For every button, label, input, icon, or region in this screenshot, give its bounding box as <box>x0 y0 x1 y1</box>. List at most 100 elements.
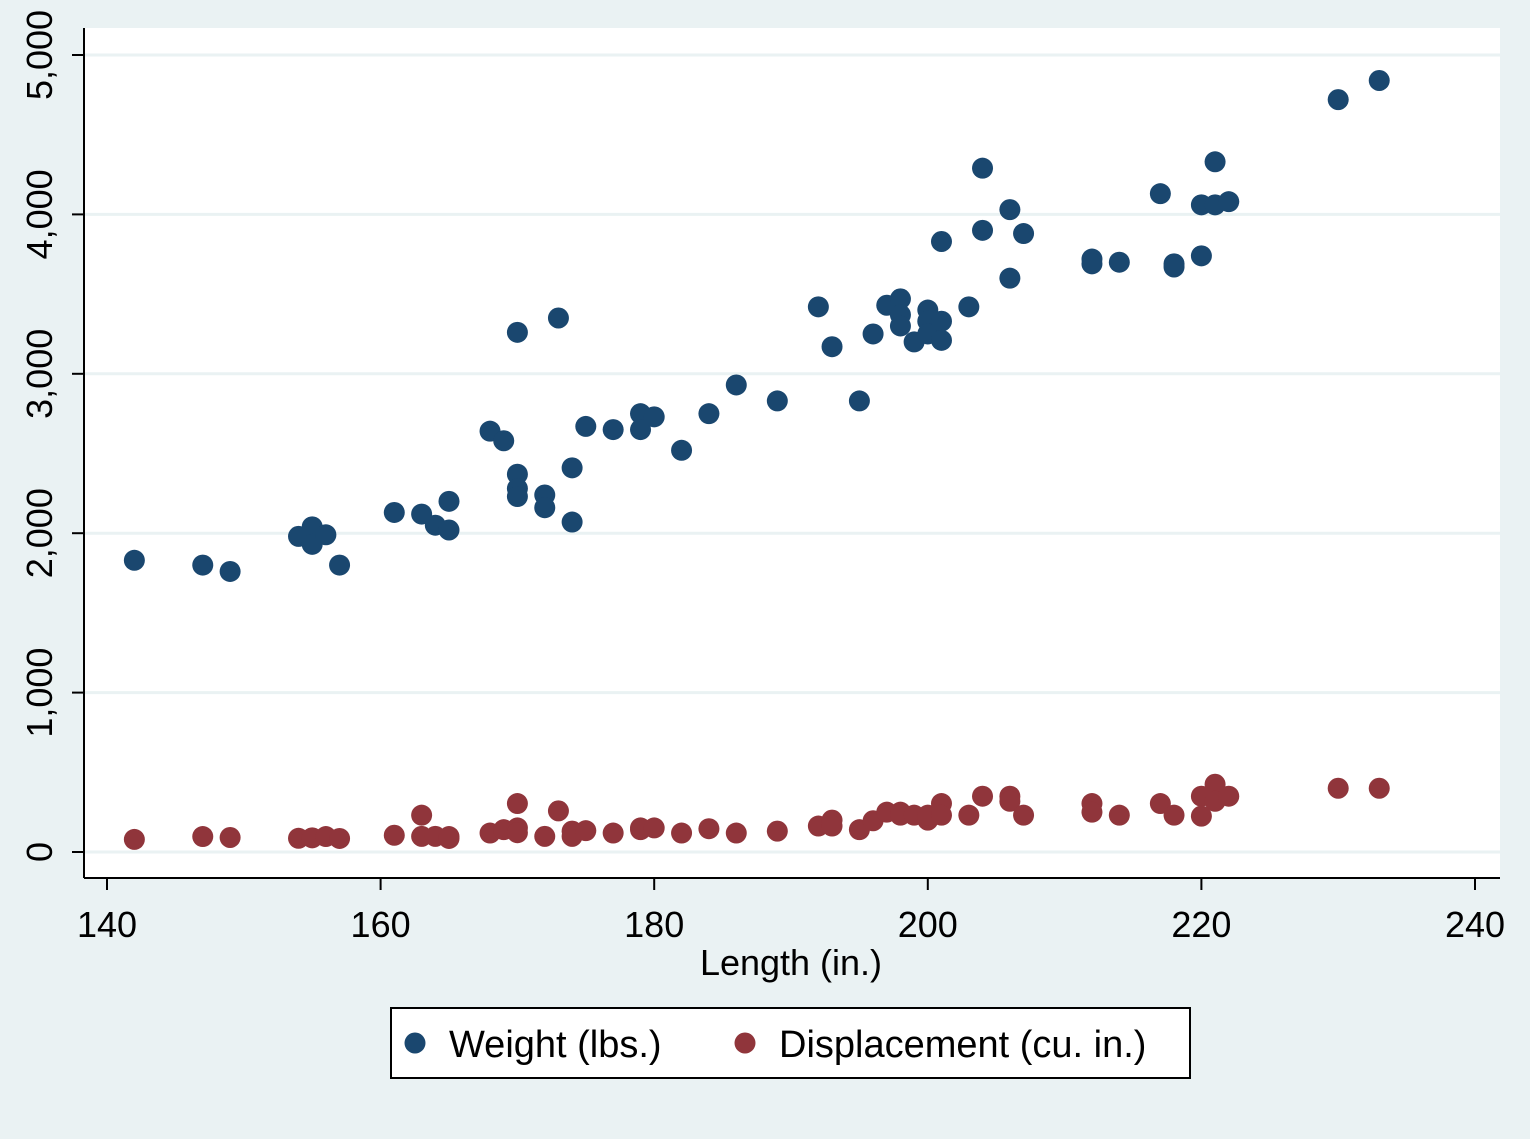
weight-point <box>930 329 952 351</box>
displacement-point <box>506 822 528 844</box>
weight-point <box>698 403 720 425</box>
displacement-point <box>411 804 433 826</box>
weight-point <box>219 560 241 582</box>
x-tick-label: 160 <box>351 904 411 945</box>
x-tick-label: 180 <box>624 904 684 945</box>
weight-point <box>1081 253 1103 275</box>
displacement-point <box>725 822 747 844</box>
displacement-point <box>383 824 405 846</box>
displacement-point <box>698 818 720 840</box>
plot-area-background <box>84 28 1500 878</box>
weight-point <box>821 336 843 358</box>
displacement-point <box>958 804 980 826</box>
weight-point <box>862 323 884 345</box>
weight-point <box>630 419 652 441</box>
displacement-point <box>329 827 351 849</box>
weight-point <box>848 390 870 412</box>
weight-point <box>561 511 583 533</box>
displacement-point <box>1163 804 1185 826</box>
displacement-point <box>438 827 460 849</box>
weight-point <box>602 419 624 441</box>
legend-label-displacement: Displacement (cu. in.) <box>779 1024 1146 1066</box>
y-tick-label: 5,000 <box>19 10 60 100</box>
weight-point <box>972 157 994 179</box>
y-tick-label: 1,000 <box>19 648 60 738</box>
displacement-point <box>671 822 693 844</box>
displacement-point <box>575 820 597 842</box>
weight-point <box>889 288 911 310</box>
y-tick-label: 3,000 <box>19 329 60 419</box>
displacement-point <box>219 826 241 848</box>
weight-point <box>643 406 665 428</box>
weight-point <box>561 457 583 479</box>
displacement-point <box>1108 804 1130 826</box>
displacement-point <box>1013 804 1035 826</box>
weight-point <box>958 296 980 318</box>
weight-point <box>766 390 788 412</box>
displacement-point <box>643 817 665 839</box>
weight-point <box>547 307 569 329</box>
legend-marker-displacement <box>734 1032 756 1054</box>
weight-point <box>930 230 952 252</box>
weight-point <box>438 519 460 541</box>
weight-point <box>999 199 1021 221</box>
displacement-point <box>1149 793 1171 815</box>
weight-point <box>1327 89 1349 111</box>
legend: Weight (lbs.) Displacement (cu. in.) <box>390 1007 1191 1079</box>
x-tick-label: 240 <box>1445 904 1505 945</box>
data-points <box>123 70 1390 850</box>
displacement-point <box>602 822 624 844</box>
weight-point <box>1163 256 1185 278</box>
weight-point <box>671 439 693 461</box>
legend-marker-weight <box>404 1032 426 1054</box>
displacement-point <box>999 790 1021 812</box>
weight-point <box>383 501 405 523</box>
x-tick-label: 200 <box>898 904 958 945</box>
y-tick-label: 2,000 <box>19 488 60 578</box>
weight-point <box>1368 70 1390 92</box>
y-tick-label: 4,000 <box>19 169 60 259</box>
x-tick-label: 220 <box>1171 904 1231 945</box>
weight-point <box>329 554 351 576</box>
weight-point <box>315 524 337 546</box>
weight-point <box>534 497 556 519</box>
displacement-point <box>766 820 788 842</box>
y-tick-label: 0 <box>19 842 60 862</box>
weight-point <box>1149 183 1171 205</box>
weight-point <box>889 315 911 337</box>
displacement-point <box>1218 785 1240 807</box>
displacement-point <box>534 825 556 847</box>
legend-label-weight: Weight (lbs.) <box>449 1024 662 1066</box>
displacement-point <box>1081 801 1103 823</box>
weight-point <box>1108 251 1130 273</box>
weight-point <box>1013 223 1035 245</box>
displacement-point <box>547 800 569 822</box>
weight-point <box>192 554 214 576</box>
weight-point <box>1218 191 1240 213</box>
displacement-point <box>506 793 528 815</box>
displacement-point <box>123 828 145 850</box>
weight-point <box>506 321 528 343</box>
weight-point <box>725 374 747 396</box>
weight-point <box>972 219 994 241</box>
x-tick-label: 140 <box>77 904 137 945</box>
displacement-point <box>972 785 994 807</box>
weight-point <box>506 463 528 485</box>
displacement-point <box>192 826 214 848</box>
weight-point <box>575 415 597 437</box>
legend-items: Weight (lbs.) Displacement (cu. in.) <box>404 1024 1146 1066</box>
displacement-point <box>1368 777 1390 799</box>
x-axis-title: Length (in.) <box>700 942 882 983</box>
weight-point <box>1204 151 1226 173</box>
displacement-point <box>821 815 843 837</box>
weight-point <box>807 296 829 318</box>
displacement-point <box>1190 805 1212 827</box>
legend-box <box>390 1007 1191 1079</box>
weight-point <box>1190 245 1212 267</box>
weight-point <box>506 486 528 508</box>
weight-point <box>493 430 515 452</box>
displacement-point <box>1204 773 1226 795</box>
weight-point <box>999 267 1021 289</box>
